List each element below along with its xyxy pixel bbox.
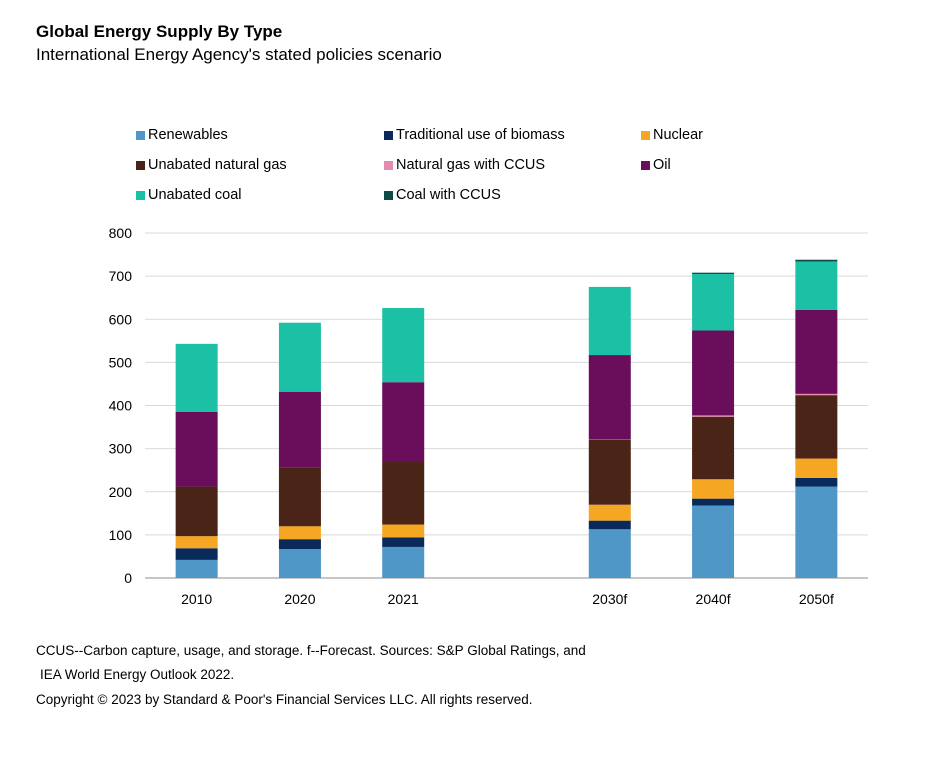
bar-segment-traditional-use-of-biomass — [278, 539, 321, 550]
x-tick-label: 2030f — [592, 591, 627, 607]
bar-segment-renewables — [382, 546, 425, 578]
legend-swatch — [384, 130, 393, 140]
bar-segment-unabated-natural-gas — [175, 486, 218, 537]
legend-label: Natural gas with CCUS — [396, 157, 546, 173]
chart-title: Global Energy Supply By Type — [36, 22, 283, 41]
bar-segment-oil — [588, 355, 631, 440]
bar-segment-unabated-natural-gas — [795, 395, 838, 459]
bar-segment-renewables — [588, 529, 631, 578]
footnote-copyright: Copyright © 2023 by Standard & Poor's Fi… — [36, 692, 533, 707]
bar-segment-unabated-natural-gas — [382, 461, 425, 525]
legend-swatch — [136, 130, 145, 140]
bar-segment-unabated-natural-gas — [278, 467, 321, 527]
legend-item: Renewables — [136, 127, 228, 143]
bar-segment-natural-gas-with-ccus — [692, 415, 735, 417]
legend-item: Natural gas with CCUS — [384, 157, 545, 173]
legend-label: Coal with CCUS — [396, 187, 501, 203]
bar-segment-nuclear — [588, 504, 631, 521]
legend-swatch — [136, 190, 145, 200]
bar-segment-coal-with-ccus — [692, 272, 735, 274]
legend-swatch — [136, 160, 145, 170]
legend-item: Unabated coal — [136, 187, 242, 203]
bar-segment-traditional-use-of-biomass — [588, 520, 631, 530]
legend-item: Oil — [641, 157, 671, 173]
bar-segment-renewables — [175, 559, 218, 578]
bar-segment-traditional-use-of-biomass — [382, 537, 425, 547]
legend-swatch — [384, 190, 393, 200]
footnote-sources: CCUS--Carbon capture, usage, and storage… — [36, 643, 586, 658]
bar-segment-oil — [175, 411, 218, 487]
y-tick-label: 0 — [124, 570, 132, 586]
y-tick-label: 500 — [109, 354, 133, 370]
footnote-sources-cont: IEA World Energy Outlook 2022. — [40, 667, 235, 682]
legend-label: Oil — [653, 157, 671, 173]
legend-label: Unabated coal — [148, 187, 242, 203]
bar-segment-oil — [278, 391, 321, 468]
legend-item: Coal with CCUS — [384, 187, 501, 203]
bar-segment-unabated-coal — [278, 322, 321, 392]
bar-segment-renewables — [278, 549, 321, 578]
legend-label: Renewables — [148, 127, 228, 143]
legend-item: Nuclear — [641, 127, 703, 143]
x-tick-label: 2040f — [696, 591, 731, 607]
bar-segment-oil — [382, 382, 425, 462]
bar-segment-unabated-coal — [692, 273, 735, 331]
legend-label: Traditional use of biomass — [396, 127, 565, 143]
x-tick-label: 2010 — [181, 591, 212, 607]
bar-segment-nuclear — [692, 479, 735, 499]
legend-swatch — [641, 160, 650, 170]
y-tick-label: 600 — [109, 311, 133, 327]
legend-swatch — [384, 160, 393, 170]
bar-segment-unabated-coal — [795, 261, 838, 310]
x-tick-label: 2050f — [799, 591, 834, 607]
legend-swatch — [641, 130, 650, 140]
y-tick-label: 200 — [109, 484, 133, 500]
legend-label: Unabated natural gas — [148, 157, 287, 173]
legend-item: Traditional use of biomass — [384, 127, 565, 143]
legend-item: Unabated natural gas — [136, 157, 287, 173]
bar-segment-oil — [795, 309, 838, 394]
bar-segment-nuclear — [382, 524, 425, 538]
bar-segment-traditional-use-of-biomass — [692, 498, 735, 506]
bar-segment-unabated-natural-gas — [692, 416, 735, 480]
bar-segment-oil — [692, 330, 735, 416]
bar-segment-traditional-use-of-biomass — [795, 477, 838, 487]
bar-segment-nuclear — [795, 458, 838, 478]
bar-segment-unabated-coal — [175, 343, 218, 412]
bar-segment-unabated-coal — [588, 286, 631, 356]
y-tick-label: 100 — [109, 527, 133, 543]
y-tick-label: 700 — [109, 268, 133, 284]
bar-segment-unabated-natural-gas — [588, 440, 631, 505]
bar-segment-traditional-use-of-biomass — [175, 548, 218, 560]
bar-segment-renewables — [795, 486, 838, 578]
bar-segment-unabated-coal — [382, 308, 425, 383]
y-tick-label: 300 — [109, 441, 133, 457]
x-tick-label: 2021 — [388, 591, 419, 607]
bar-segment-nuclear — [278, 526, 321, 540]
chart-subtitle: International Energy Agency's stated pol… — [36, 45, 442, 64]
bar-segment-nuclear — [175, 536, 218, 549]
x-tick-label: 2020 — [284, 591, 315, 607]
bar-segment-natural-gas-with-ccus — [795, 393, 838, 396]
bar-segment-renewables — [692, 505, 735, 578]
y-tick-label: 400 — [109, 398, 133, 414]
legend-label: Nuclear — [653, 127, 703, 143]
bar-segment-coal-with-ccus — [795, 259, 838, 262]
y-tick-label: 800 — [109, 225, 133, 241]
